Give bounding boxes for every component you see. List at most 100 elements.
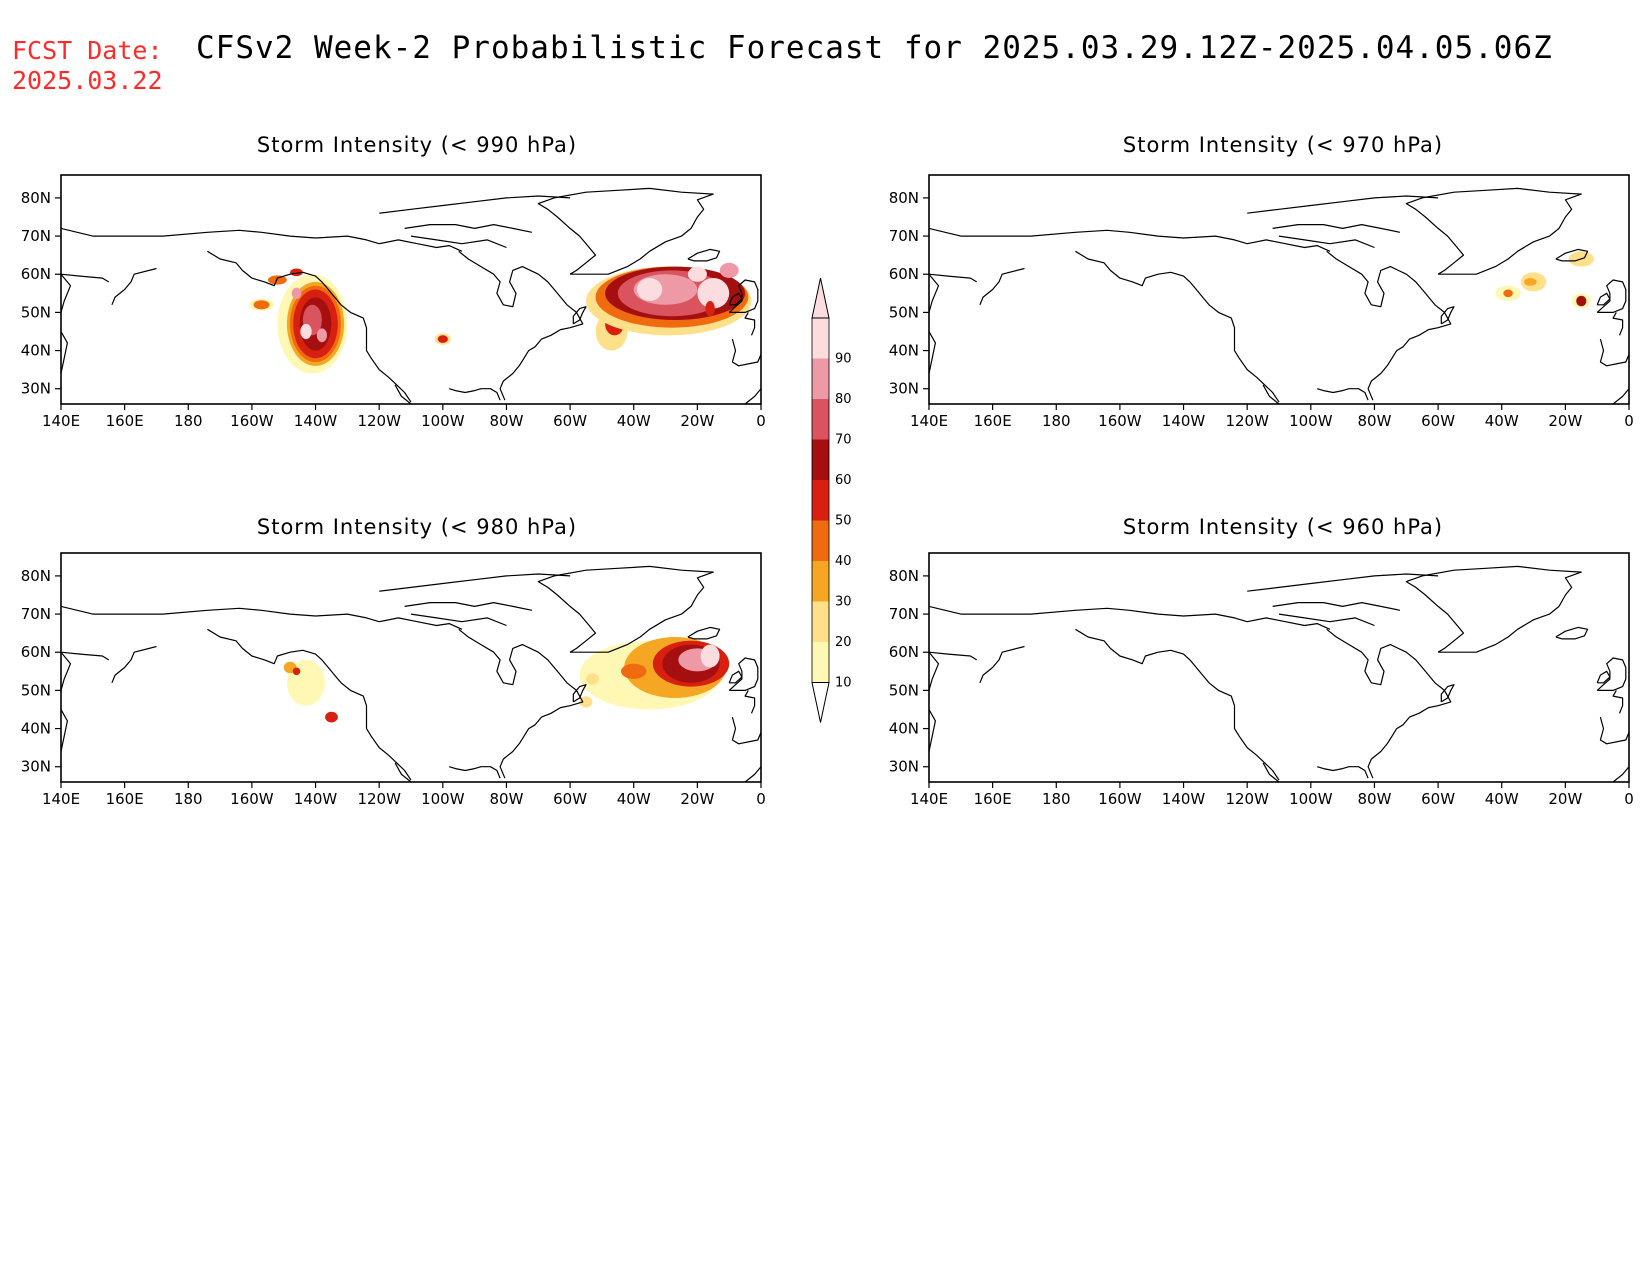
lat-tick-label: 60N: [889, 265, 919, 283]
coastline: [394, 384, 412, 404]
coastline: [929, 605, 1331, 630]
lon-tick-label: 80W: [489, 412, 523, 430]
lon-tick-label: 80W: [1357, 412, 1391, 430]
coastline: [1405, 187, 1582, 275]
lon-tick-label: 120W: [1225, 790, 1269, 808]
lat-tick-label: 70N: [889, 227, 919, 245]
page-title: CFSv2 Week-2 Probabilistic Forecast for …: [196, 30, 1553, 66]
lon-tick-label: 0: [1624, 412, 1634, 430]
map-frame: [928, 552, 1630, 783]
lon-tick-label: 160W: [230, 790, 274, 808]
lon-tick-label: 140E: [42, 412, 80, 430]
coastline: [731, 338, 761, 367]
lon-tick-label: 80W: [1357, 790, 1391, 808]
coastline: [1317, 388, 1369, 401]
map-panel-p990: 140E 160E 180 160W 140W 120W 100W 80W 60W 40W 20W 0…: [21, 174, 766, 430]
lon-tick-label: 140W: [1162, 412, 1206, 430]
lon-tick-label: 60W: [1421, 412, 1455, 430]
probability-shading: [292, 667, 301, 676]
coastline: [1612, 312, 1624, 336]
lon-tick-label: 100W: [1289, 790, 1333, 808]
colorbar-swatch: [812, 601, 829, 642]
coastline: [687, 248, 721, 262]
lon-tick-label: 20W: [680, 412, 714, 430]
coastline: [1075, 250, 1280, 403]
coastline: [744, 388, 761, 404]
probability-shading: [291, 287, 302, 299]
probability-shading: [1576, 295, 1587, 307]
colorbar-swatch: [812, 399, 829, 440]
coastline: [1599, 716, 1629, 745]
lon-tick-label: 40W: [617, 790, 651, 808]
colorbar-swatch: [812, 642, 829, 683]
lon-tick-label: 180: [174, 412, 203, 430]
lat-tick-label: 70N: [21, 605, 51, 623]
coastline: [1555, 626, 1589, 640]
forecast-date-value: 2025.03.22: [12, 66, 163, 95]
coastline: [929, 331, 937, 374]
lon-tick-label: 160E: [974, 790, 1012, 808]
panel-title-970: Storm Intensity (< 970 hPa): [1122, 133, 1444, 157]
coastline: [979, 267, 1025, 306]
colorbar-level-label: 70: [835, 433, 852, 448]
colorbar-level-label: 40: [835, 554, 852, 569]
coastline: [207, 628, 412, 781]
probability-shading: [1503, 289, 1513, 298]
coastline: [728, 292, 743, 306]
coastline: [61, 331, 69, 374]
lon-tick-label: 40W: [617, 412, 651, 430]
lon-tick-label: 140W: [294, 790, 338, 808]
lon-tick-label: 180: [1042, 790, 1071, 808]
colorbar: 10 20 30 40 50 60 70 80 90: [811, 277, 852, 723]
coastline: [929, 227, 1331, 252]
lon-tick-label: 100W: [421, 412, 465, 430]
coastline: [1262, 384, 1280, 404]
lon-tick-label: 140W: [1162, 790, 1206, 808]
lat-tick-label: 50N: [889, 681, 919, 699]
map-panel-p960: 140E 160E 180 160W 140W 120W 100W 80W 60W 40W 20W 0…: [889, 552, 1634, 808]
probability-shading: [267, 275, 287, 285]
probability-shading: [700, 644, 720, 668]
coastline: [1440, 684, 1455, 703]
probability-shading: [579, 696, 593, 708]
lon-tick-label: 160W: [1098, 412, 1142, 430]
lon-tick-label: 160E: [106, 790, 144, 808]
colorbar-level-label: 20: [835, 635, 852, 650]
coastline: [1278, 235, 1375, 249]
coastline: [1278, 613, 1375, 627]
lon-tick-label: 120W: [357, 412, 401, 430]
coastline: [728, 657, 759, 692]
colorbar-swatch: [812, 520, 829, 561]
coastline: [728, 279, 759, 313]
coastline: [537, 187, 714, 275]
coastline: [1326, 628, 1452, 779]
lon-tick-label: 20W: [1548, 790, 1582, 808]
lat-tick-label: 60N: [21, 265, 51, 283]
lon-tick-label: 180: [1042, 412, 1071, 430]
coastline: [1599, 338, 1629, 367]
lon-tick-label: 160E: [106, 412, 144, 430]
map-frame: [60, 174, 762, 405]
probability-shading: [437, 335, 448, 343]
forecast-date-block: FCST Date: 2025.03.22: [12, 36, 163, 96]
lat-tick-label: 70N: [889, 605, 919, 623]
probability-shading: [697, 278, 730, 309]
colorbar-level-label: 80: [835, 392, 852, 407]
panel-title-990: Storm Intensity (< 990 hPa): [256, 133, 578, 157]
coastline: [61, 273, 110, 313]
colorbar-swatch: [812, 318, 829, 359]
lat-tick-label: 80N: [21, 189, 51, 207]
panel-title-980: Storm Intensity (< 980 hPa): [256, 515, 578, 539]
lat-tick-label: 60N: [21, 643, 51, 661]
coastline: [1612, 766, 1629, 782]
lon-tick-label: 60W: [553, 412, 587, 430]
lon-tick-label: 140E: [910, 412, 948, 430]
lon-tick-label: 0: [756, 790, 766, 808]
coastline: [1405, 565, 1582, 653]
lat-tick-label: 50N: [21, 303, 51, 321]
coastline: [449, 388, 501, 401]
probability-shading: [300, 323, 312, 340]
lon-tick-label: 180: [174, 790, 203, 808]
lon-tick-label: 60W: [553, 790, 587, 808]
